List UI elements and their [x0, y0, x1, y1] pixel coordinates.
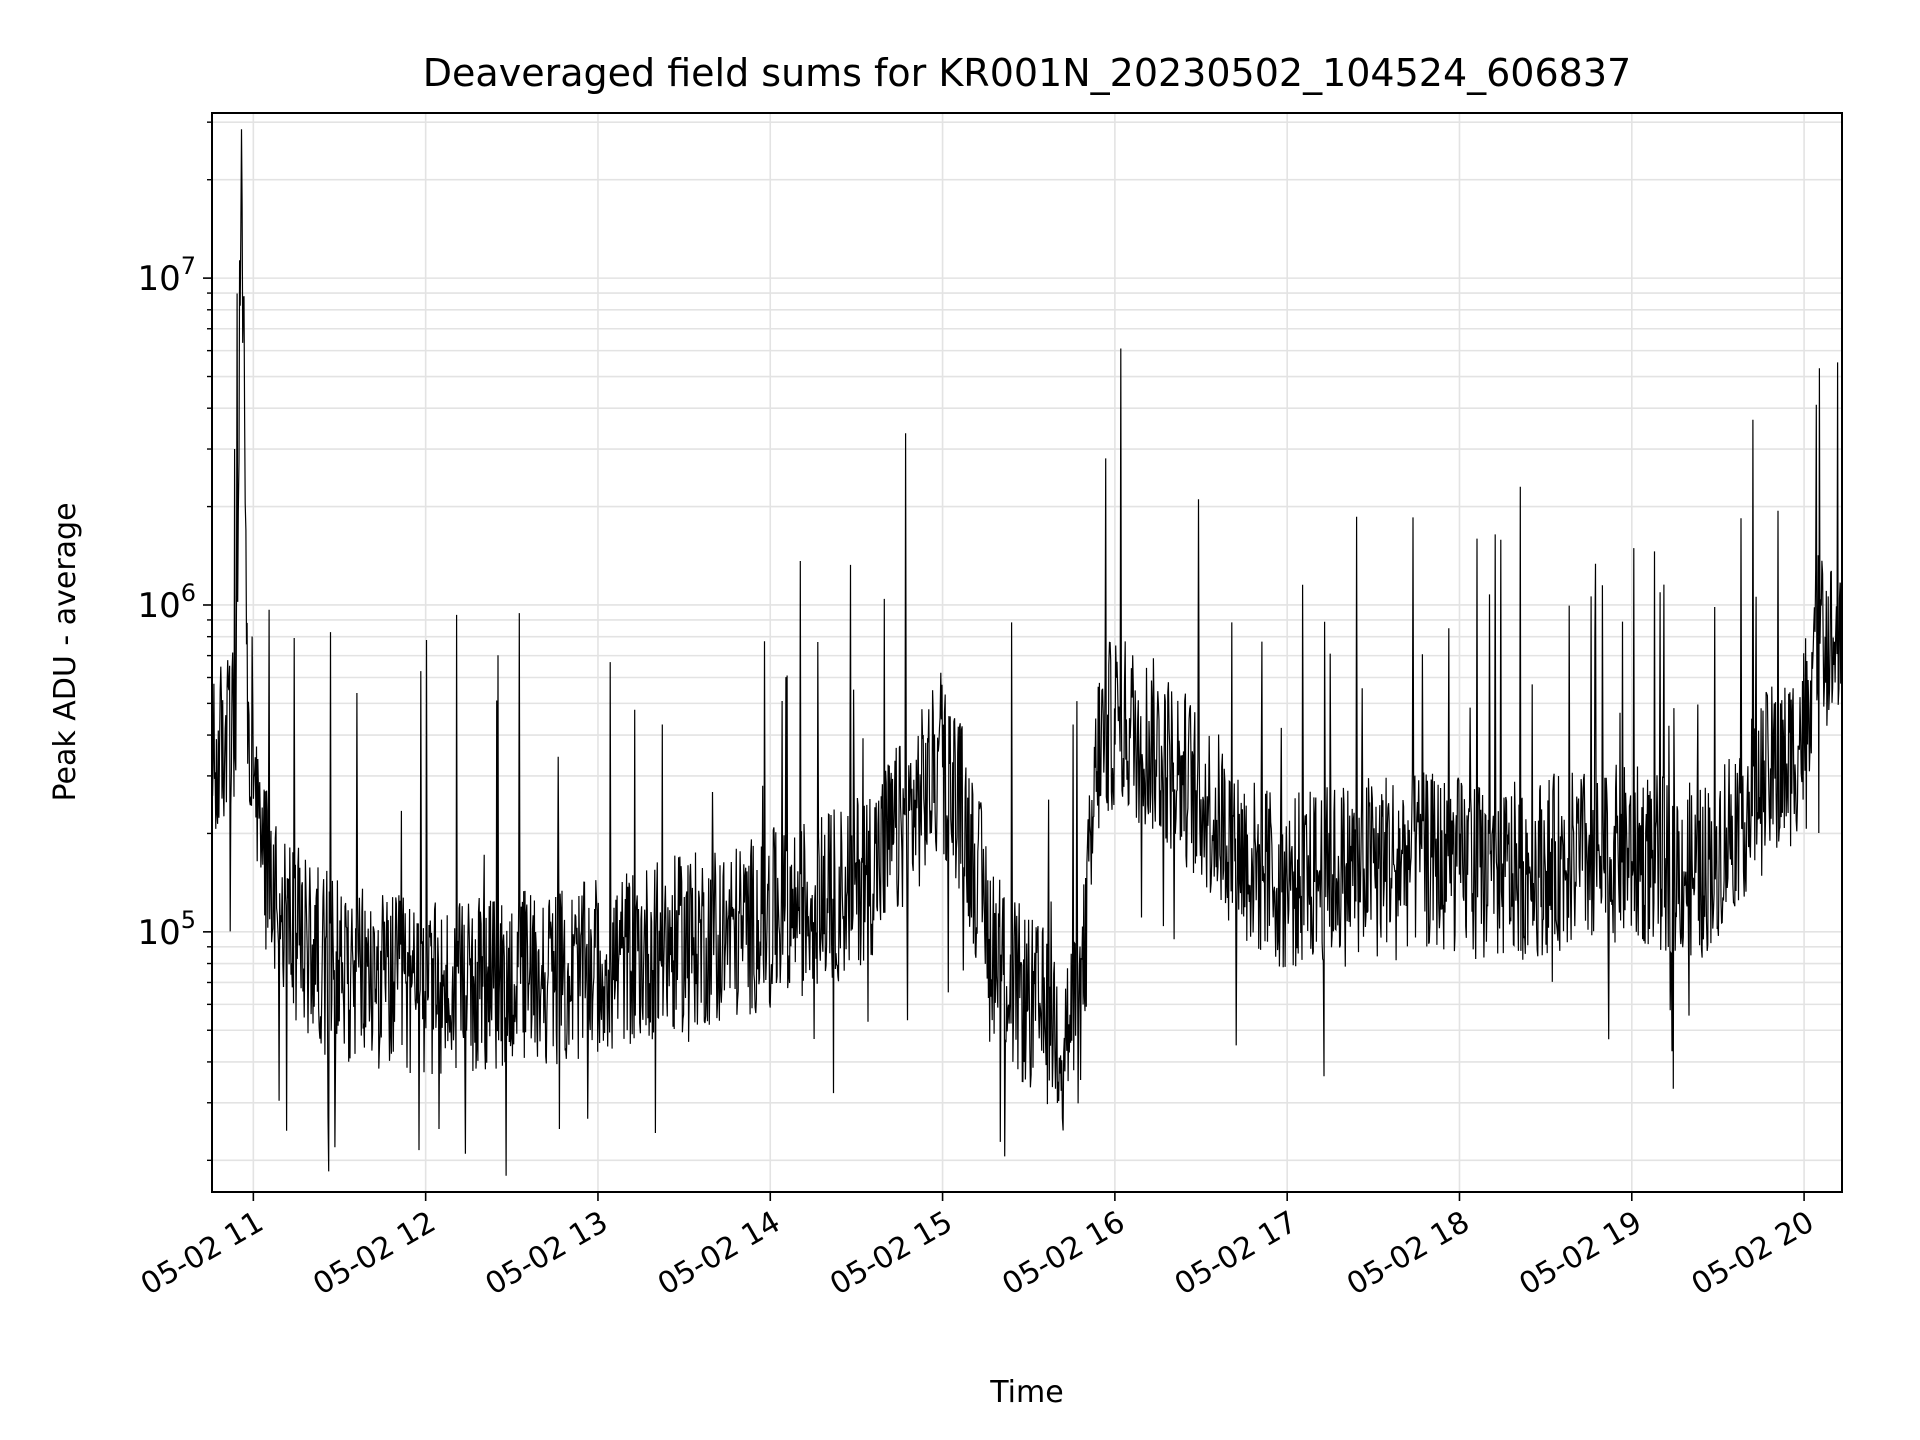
chart-title: Deaveraged field sums for KR001N_2023050… [423, 51, 1631, 95]
y-tick-label: 106 [137, 579, 196, 626]
y-tick-label: 105 [137, 906, 196, 953]
series-line-peak-adu [211, 129, 1843, 1176]
y-axis: 105 106 107 [137, 121, 212, 1162]
major-gridlines [212, 113, 1842, 1192]
minor-gridlines [212, 121, 1842, 1162]
y-axis-label: Peak ADU - average [48, 502, 83, 801]
x-axis-label: Time [989, 1375, 1063, 1410]
y-tick-label: 107 [137, 252, 196, 299]
plot-frame [211, 112, 1843, 1193]
